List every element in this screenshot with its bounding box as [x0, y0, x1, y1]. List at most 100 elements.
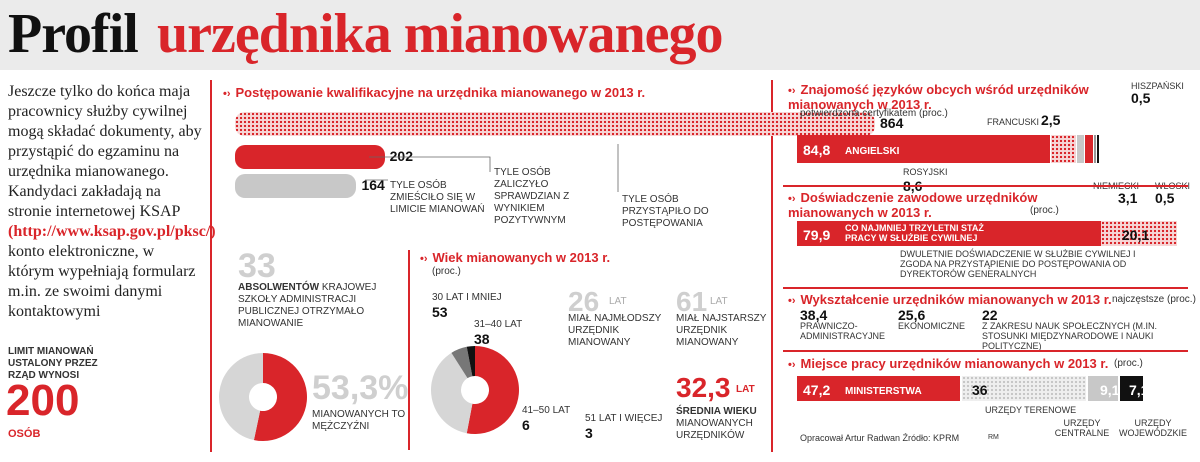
average-value: 32,3 — [676, 372, 731, 403]
education-label: Z ZAKRESU NAUK SPOŁECZNYCH (m.in. stosun… — [982, 321, 1158, 351]
qual-bar-value: 202 — [389, 148, 413, 164]
workplace-value: 9,1 — [1100, 382, 1120, 398]
intro-body-end: konto elektroniczne, w którym wypełniają… — [8, 243, 196, 320]
age-unit: (proc.) — [432, 266, 461, 277]
experience-value: 79,9 — [803, 227, 831, 243]
language-value: 84,8 — [803, 142, 831, 158]
qual-bar-value: 864 — [880, 115, 904, 131]
language-bar — [1051, 135, 1077, 163]
page-title-accent: urzędnika mianowanego — [157, 3, 723, 65]
limit-unit: OSÓB — [8, 428, 41, 440]
section-title-languages: •› Znajomość języków obcych wśród urzędni… — [788, 82, 1089, 112]
language-category-value: 0,5 — [1131, 90, 1151, 106]
experience-bar — [797, 221, 1101, 246]
education-value: 22 — [982, 307, 998, 323]
gender-pie-chart — [219, 353, 307, 441]
limit-value: 200 — [6, 376, 80, 425]
age-category-value: 38 — [474, 331, 490, 347]
ksap-label-rest: KRAJOWEJ SZKOŁY ADMINISTRACJI PUBLICZNEJ… — [238, 282, 377, 329]
section-title-experience: •› Doświadczenie zawodowe urzędników mian… — [788, 190, 1038, 220]
workplace-value: 47,2 — [803, 382, 831, 398]
pie-slice — [451, 346, 473, 379]
workplace-label: URZĘDY WOJEWÓDZKIE — [1119, 418, 1187, 438]
age-category-value: 53 — [432, 304, 448, 320]
language-category-label: ROSYJSKI — [903, 167, 948, 177]
section-title-qualification: •› Postępowanie kwalifikacyjne na urzędni… — [223, 85, 646, 100]
ksap-link[interactable]: (http://www.ksap.gov.pl/pksc/) — [8, 223, 216, 240]
pie-slice — [219, 353, 263, 441]
connector-line — [369, 156, 491, 172]
separator — [783, 350, 1188, 352]
gender-value: 53,3% — [312, 369, 409, 407]
separator — [408, 250, 410, 450]
pie-slice — [466, 346, 519, 434]
workplace-bar — [1088, 376, 1119, 401]
pie-slice — [431, 352, 473, 434]
language-bar — [1094, 135, 1096, 163]
oldest-unit: LAT — [710, 296, 728, 307]
experience-value: 20,1 — [1122, 227, 1150, 243]
average-label-bold: ŚREDNIA WIEKU — [676, 406, 757, 417]
experience-label: CO NAJMNIEJ TRZYLETNI STAŻ PRACY W SŁUŻB… — [845, 223, 984, 243]
page-title: Profil — [8, 3, 139, 65]
footer-source: Opracował Artur Radwan Źródło: KPRM — [800, 433, 960, 443]
education-value: 25,6 — [898, 307, 926, 323]
workplace-bar — [962, 376, 1087, 401]
experience-caption: DWULETNIE DOŚWIADCZENIE W SŁUŻBIE CYWILN… — [900, 249, 1136, 279]
languages-subtitle: potwierdzona certyfikatem (proc.) — [800, 108, 948, 119]
youngest-unit: LAT — [609, 296, 627, 307]
language-bar — [1084, 135, 1093, 163]
workplace-bar — [1120, 376, 1143, 401]
language-bar — [1077, 135, 1084, 163]
workplace-label: MINISTERSTWA — [845, 386, 922, 397]
education-value: 38,4 — [800, 307, 828, 323]
language-category-value: 2,5 — [1041, 112, 1061, 128]
education-label: EKONOMICZNE — [898, 321, 966, 331]
language-category-label: FRANCUSKI — [987, 117, 1040, 127]
qual-caption-passed: TYLE OSÓB ZALICZYŁO SPRAWDZIAN Z WYNIKIE… — [494, 167, 570, 226]
qual-bar — [235, 174, 357, 198]
section-title-education: •› Wykształcenie urzędników mianowanych w… — [788, 292, 1112, 307]
qual-caption-total: TYLE OSÓB PRZYSTĄPIŁO DO POSTĘPOWANIA — [622, 194, 709, 229]
separator — [783, 287, 1188, 289]
language-category-label: HISZPAŃSKI — [1131, 81, 1184, 91]
ksap-label-bold: ABSOLWENTÓW — [238, 282, 320, 293]
average-unit: LAT — [736, 384, 755, 395]
experience-bar — [1100, 221, 1177, 246]
language-bar — [797, 135, 1051, 163]
average-label: ŚREDNIA WIEKU MIANOWANYCH URZĘDNIKÓW — [676, 406, 766, 442]
age-category-label: 31–40 LAT — [474, 319, 523, 330]
intro-body: Jeszcze tylko do końca maja pracownicy s… — [8, 83, 202, 220]
separator — [783, 185, 1188, 187]
gender-label: MIANOWANYCH TO MĘŻCZYŹNI — [312, 409, 406, 432]
qual-bar — [235, 145, 385, 169]
age-category-value: 3 — [585, 425, 593, 441]
workplace-label: URZĘDY TERENOWE — [985, 405, 1077, 415]
youngest-label: MIAŁ NAJMŁODSZY URZĘDNIK MIANOWANY — [568, 313, 662, 348]
section-title-workplace: •› Miejsce pracy urzędników mianowanych w… — [788, 356, 1109, 371]
title-bar — [0, 0, 1200, 70]
ksap-label: ABSOLWENTÓW KRAJOWEJ SZKOŁY ADMINISTRACJ… — [238, 282, 398, 330]
qual-caption-limit: TYLE OSÓB ZMIEŚCIŁO SIĘ W LIMICIE MIANOW… — [390, 180, 485, 215]
workplace-value: 36 — [972, 382, 988, 398]
qual-bar-value: 164 — [361, 177, 385, 193]
intro-text: Jeszcze tylko do końca maja pracownicy s… — [8, 82, 216, 322]
workplace-label: URZĘDY CENTRALNE — [1054, 418, 1110, 438]
education-subtitle: najczęstsze (proc.) — [1112, 294, 1196, 305]
workplace-value: 7,1 — [1129, 382, 1149, 398]
ksap-value: 33 — [238, 247, 276, 285]
age-category-label: 30 LAT I MNIEJ — [432, 292, 502, 303]
age-category-value: 6 — [522, 417, 530, 433]
language-label: ANGIELSKI — [845, 146, 900, 157]
language-category-value: 3,1 — [1118, 190, 1138, 206]
age-category-label: 41–50 LAT — [522, 405, 571, 416]
pie-slice — [466, 346, 475, 377]
age-category-label: 51 LAT I WIĘCEJ — [585, 413, 663, 424]
qual-connectors — [365, 144, 619, 192]
footer-initials: RM — [988, 434, 999, 441]
education-label: PRAWNICZO-ADMINISTRACYJNE — [800, 321, 886, 341]
pie-slice — [253, 353, 307, 441]
workplace-unit: (proc.) — [1114, 358, 1143, 369]
qual-bar — [235, 112, 875, 136]
experience-unit: (proc.) — [1030, 205, 1059, 216]
